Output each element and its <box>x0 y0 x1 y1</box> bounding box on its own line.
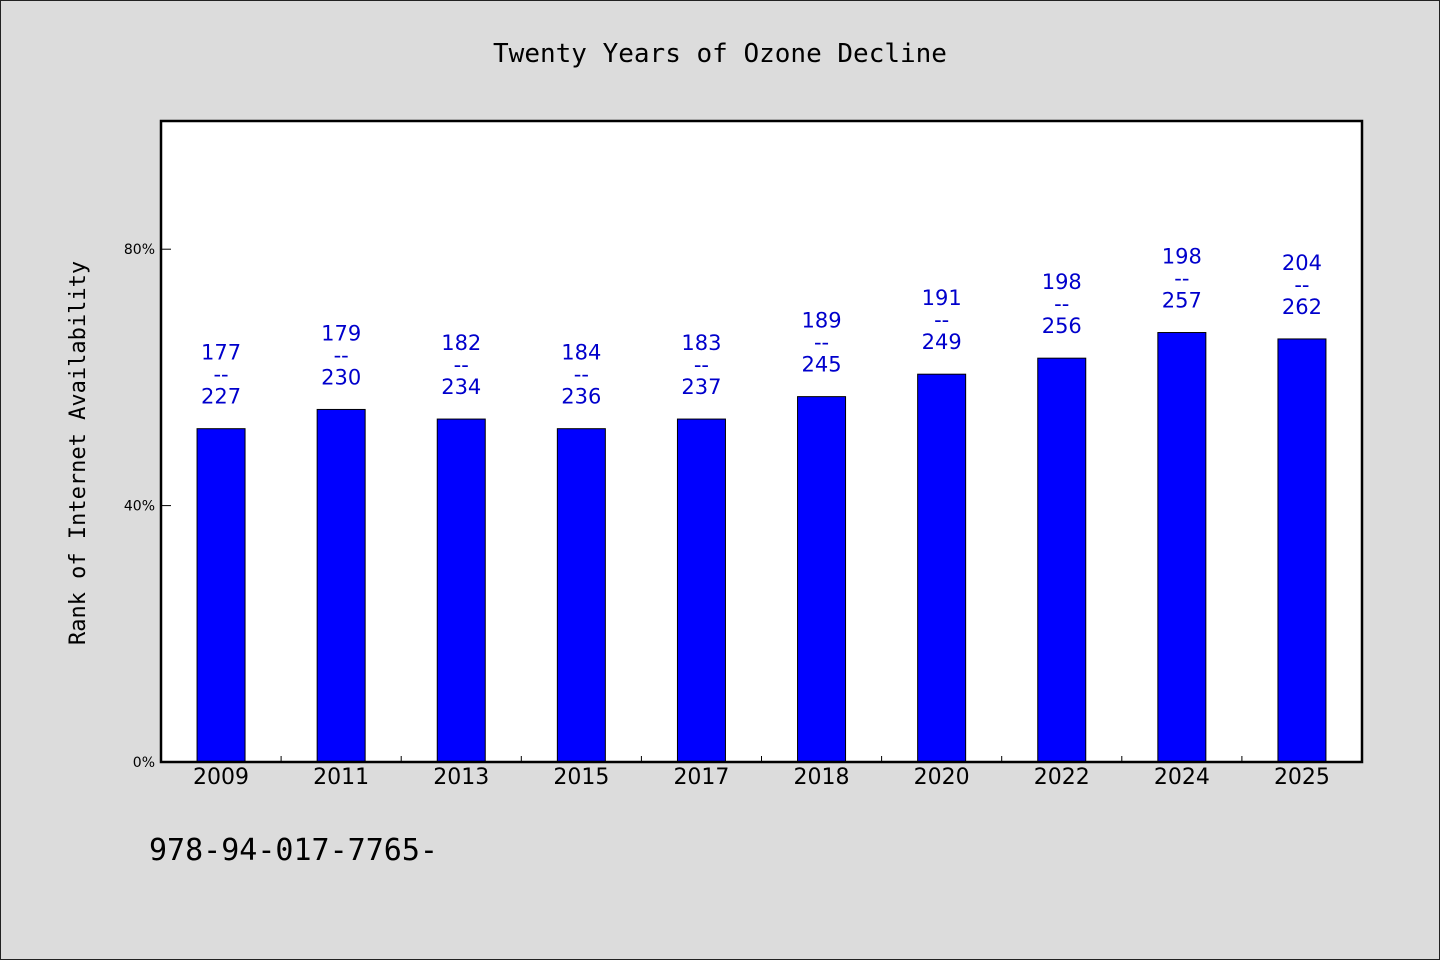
data-label-top: 183 <box>681 331 721 355</box>
data-label-bottom: 236 <box>561 385 601 409</box>
x-tick-label: 2017 <box>673 765 729 790</box>
bar <box>1037 357 1087 763</box>
data-label-bottom: 249 <box>922 330 962 354</box>
y-tick-label: 80% <box>124 242 155 258</box>
data-label-bottom: 237 <box>681 375 721 399</box>
x-tick-label: 2009 <box>193 765 249 790</box>
plot-frame <box>159 119 1364 764</box>
bar <box>676 418 726 763</box>
x-tick-label: 2013 <box>433 765 489 790</box>
data-label-bottom: 256 <box>1042 314 1082 338</box>
data-label-bottom: 227 <box>201 385 241 409</box>
bar <box>436 418 486 763</box>
data-label-bottom: 234 <box>441 375 481 399</box>
data-label-top: 204 <box>1282 251 1322 275</box>
bar <box>797 396 847 763</box>
bar <box>1157 332 1207 763</box>
data-label-top: 177 <box>201 341 241 365</box>
data-label-top: 198 <box>1042 270 1082 294</box>
data-labels-group: 177--227179--230182--234184--236183--237… <box>201 245 1322 409</box>
y-axis-label: Rank of Internet Availability <box>66 261 91 645</box>
x-tick-label: 2025 <box>1274 765 1330 790</box>
data-label-separator: -- <box>1174 267 1189 291</box>
data-label-separator: -- <box>814 331 829 355</box>
data-label-top: 189 <box>802 309 842 333</box>
x-tick-label: 2022 <box>1034 765 1090 790</box>
bar <box>316 408 366 763</box>
data-label-top: 198 <box>1162 245 1202 269</box>
data-label-bottom: 245 <box>802 353 842 377</box>
x-tick-label: 2011 <box>313 765 369 790</box>
footer-code: 978-94-017-7765- <box>149 833 438 868</box>
bar <box>917 373 967 763</box>
y-tick-label: 40% <box>124 499 155 515</box>
data-label-separator: -- <box>213 363 228 387</box>
data-label-separator: -- <box>454 353 469 377</box>
data-label-bottom: 262 <box>1282 295 1322 319</box>
bars-group <box>196 332 1327 763</box>
x-tick-label: 2024 <box>1154 765 1210 790</box>
data-label-separator: -- <box>1054 292 1069 316</box>
data-label-separator: -- <box>694 353 709 377</box>
x-tick-label: 2015 <box>553 765 609 790</box>
bar <box>1277 338 1327 763</box>
data-label-separator: -- <box>574 363 589 387</box>
axis-ticks-group: 2009 2011 2013 2015 2017 2018 2020 2022 2024 2025… <box>124 242 1330 790</box>
y-tick-label: 0% <box>133 755 155 771</box>
bar <box>196 428 246 763</box>
data-label-bottom: 230 <box>321 365 361 389</box>
data-label-top: 184 <box>561 341 601 365</box>
x-tick-label: 2020 <box>914 765 970 790</box>
data-label-top: 179 <box>321 321 361 345</box>
bar <box>556 428 606 763</box>
data-label-bottom: 257 <box>1162 289 1202 313</box>
data-label-top: 182 <box>441 331 481 355</box>
data-label-separator: -- <box>1294 273 1309 297</box>
x-tick-label: 2018 <box>794 765 850 790</box>
data-label-top: 191 <box>922 286 962 310</box>
data-label-separator: -- <box>934 308 949 332</box>
chart-title: Twenty Years of Ozone Decline <box>493 39 947 69</box>
data-label-separator: -- <box>334 343 349 367</box>
